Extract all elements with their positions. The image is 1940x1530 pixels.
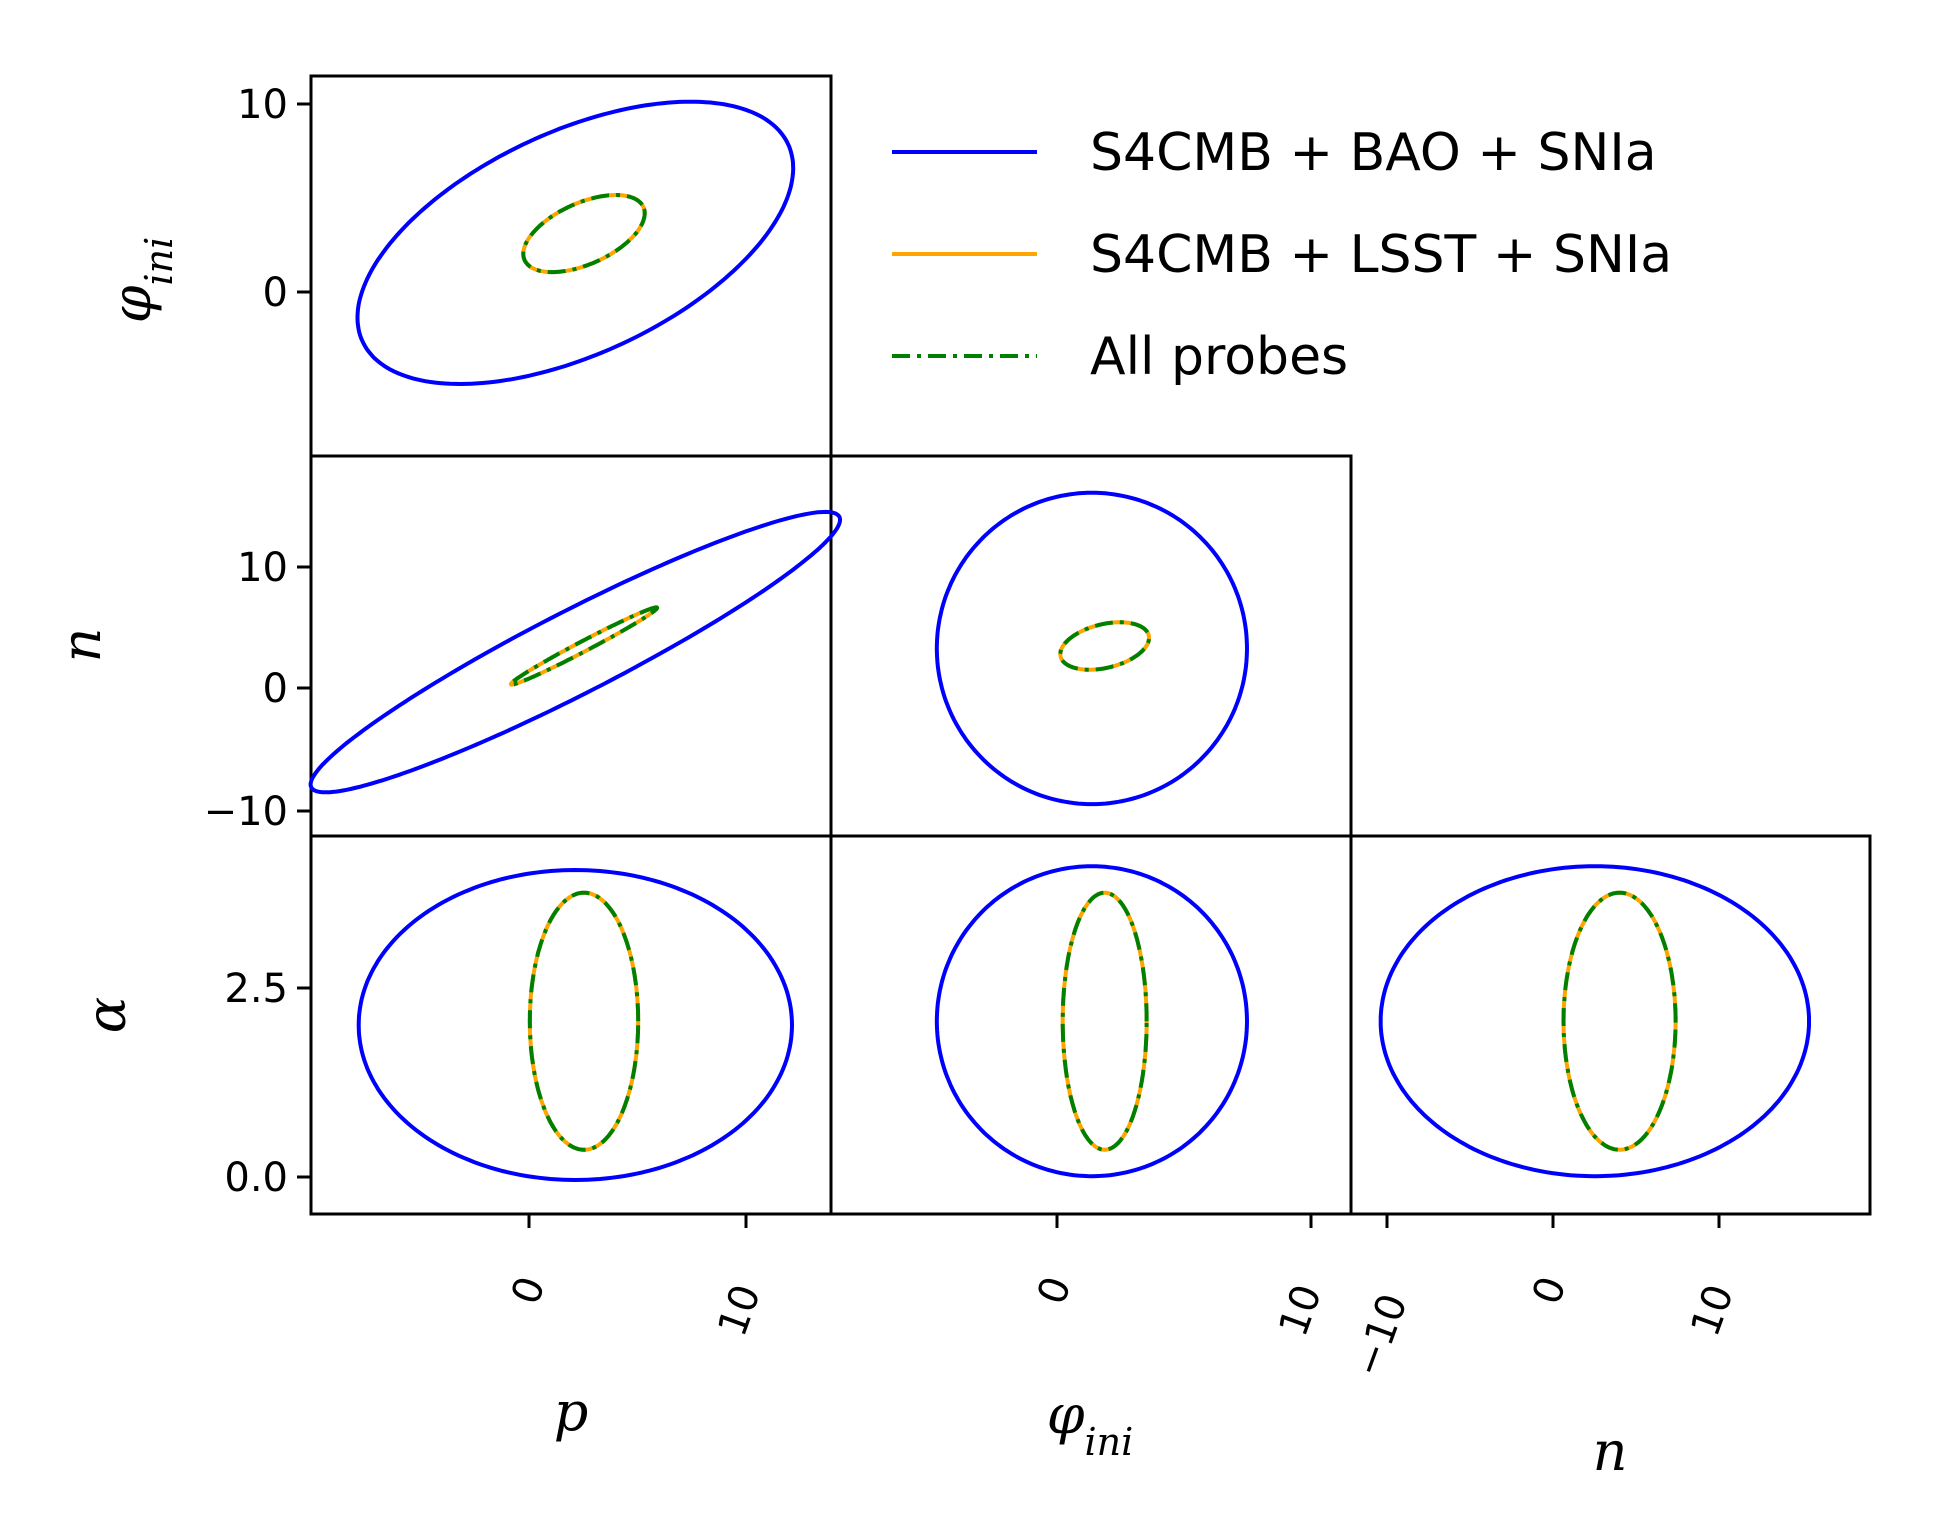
x-tick-label-phi-0: 0 — [1029, 1271, 1081, 1311]
y-tick-label-n-minus10: −10 — [204, 789, 288, 835]
y-tick-label-n-10: 10 — [237, 545, 288, 591]
x-axis-label-p: p — [554, 1380, 589, 1443]
panel-frame-phi-ini-vs-p — [309, 74, 833, 458]
x-tick-label-n-10: 10 — [1682, 1279, 1743, 1343]
y-tick-label-alpha-0-0: 0.0 — [224, 1155, 288, 1201]
legend-label-s4cmb-bao-snia: S4CMB + BAO + SNIa — [1090, 123, 1657, 183]
y-axis-label-phi-ini: φini — [100, 237, 181, 324]
contour-alpha-vs-phi_ini-all-probes — [1060, 890, 1149, 1152]
legend-label-all-probes: All probes — [1090, 327, 1348, 387]
y-tick-label-phi-10: 10 — [237, 82, 288, 128]
contour-alpha-vs-n-all-probes — [1561, 890, 1678, 1152]
contour-alpha-vs-n-s4cmb-bao-snia — [1378, 864, 1811, 1179]
x-tick-label-n-0: 0 — [1524, 1271, 1576, 1311]
contour-n-vs-p-all-probes — [508, 605, 660, 687]
legend: S4CMB + BAO + SNIa S4CMB + LSST + SNIa A… — [892, 123, 1672, 387]
y-tick-label-phi-0: 0 — [263, 270, 288, 316]
contour-phi_ini-vs-p-s4cmb-lsst-snia — [521, 193, 647, 275]
contour-layer — [308, 99, 1811, 1183]
contour-alpha-vs-p-all-probes — [527, 890, 641, 1152]
y-axis-label-n: n — [50, 628, 113, 663]
contour-n-vs-p-s4cmb-lsst-snia — [508, 605, 660, 687]
contour-alpha-vs-phi_ini-s4cmb-bao-snia — [934, 864, 1250, 1179]
x-axis-label-phi-ini: φini — [1047, 1383, 1134, 1464]
x-axis-label-n: n — [1593, 1420, 1628, 1483]
y-axis-label-phi-ini-base: φ — [100, 285, 163, 323]
x-tick-label-n-minus10: −10 — [1345, 1288, 1417, 1383]
x-axis-label-phi-ini-sub: ini — [1085, 1420, 1134, 1464]
y-tick-label-alpha-2-5: 2.5 — [224, 966, 288, 1012]
y-axis-label-phi-ini-sub: ini — [137, 237, 181, 286]
contour-n-vs-p-s4cmb-bao-snia — [308, 509, 842, 795]
x-axis-label-phi-ini-base: φ — [1047, 1383, 1085, 1446]
panel-frame-alpha-vs-p — [309, 834, 833, 1216]
contour-phi_ini-vs-p-all-probes — [521, 193, 647, 275]
legend-label-s4cmb-lsst-snia: S4CMB + LSST + SNIa — [1090, 225, 1672, 285]
x-tick-label-phi-10: 10 — [1270, 1279, 1331, 1343]
panel-frame-alpha-vs-phi-ini — [829, 834, 1353, 1216]
contour-phi_ini-vs-p-s4cmb-bao-snia — [355, 99, 796, 387]
x-tick-label-p-0: 0 — [503, 1271, 555, 1311]
contour-alpha-vs-p-s4cmb-bao-snia — [356, 867, 795, 1183]
panel-frame-alpha-vs-n — [1349, 834, 1872, 1216]
panel-frame-n-vs-phi-ini — [829, 454, 1353, 838]
contour-n-vs-phi_ini-all-probes — [1058, 620, 1151, 672]
contour-n-vs-phi_ini-s4cmb-lsst-snia — [1058, 620, 1151, 672]
contour-n-vs-phi_ini-s4cmb-bao-snia — [934, 490, 1250, 807]
x-tick-label-p-10: 10 — [709, 1279, 770, 1343]
y-axis-label-alpha: α — [75, 997, 138, 1033]
y-tick-label-n-0: 0 — [263, 666, 288, 712]
